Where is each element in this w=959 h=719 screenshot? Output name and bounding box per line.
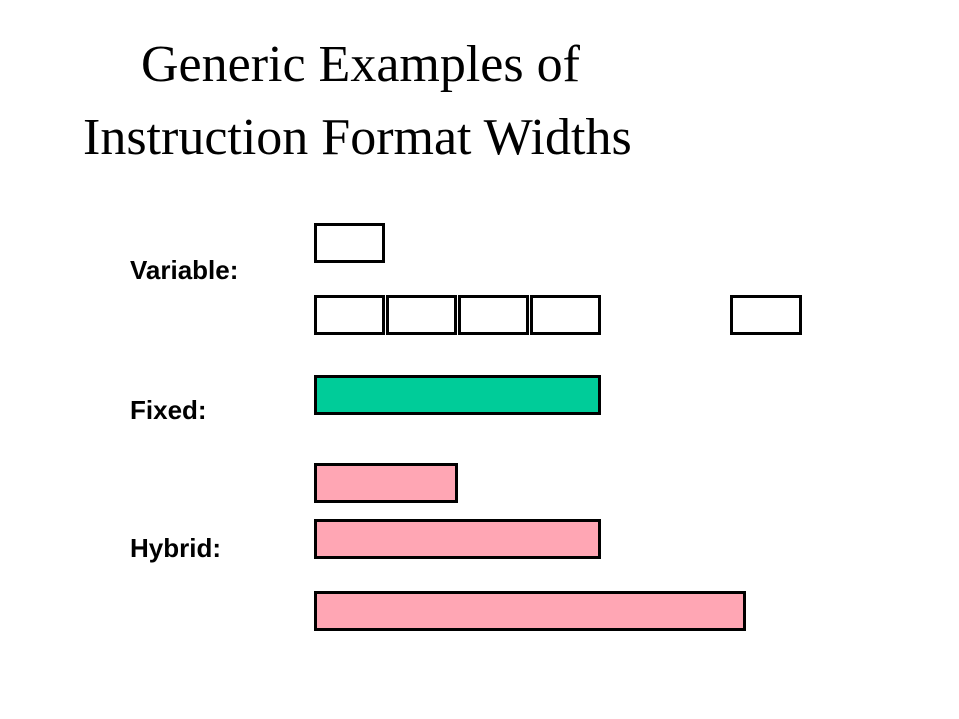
variable-label: Variable:	[130, 255, 239, 285]
variable-format-segment-3	[458, 295, 529, 335]
fixed-format-bar	[314, 375, 601, 415]
fixed-label: Fixed:	[130, 395, 207, 425]
hybrid-format-medium-bar	[314, 519, 601, 559]
hybrid-format-long-bar	[314, 591, 746, 631]
hybrid-label: Hybrid:	[130, 533, 221, 563]
variable-format-segment-1	[314, 295, 385, 335]
slide-title-line-1: Generic Examples of	[141, 36, 580, 93]
variable-format-segment-2	[386, 295, 457, 335]
hybrid-format-short-bar	[314, 463, 458, 503]
slide-title-line-2: Instruction Format Widths	[83, 109, 632, 166]
variable-format-segment-last	[730, 295, 802, 335]
variable-format-short-box	[314, 223, 385, 263]
variable-format-segment-4	[530, 295, 601, 335]
